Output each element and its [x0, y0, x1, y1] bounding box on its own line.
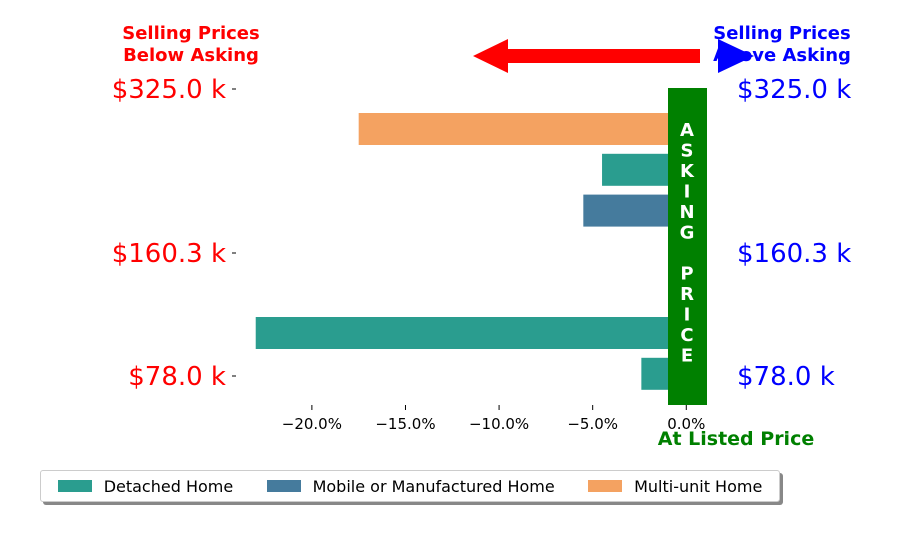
legend-label: Mobile or Manufactured Home	[312, 476, 555, 496]
asking-letter: R	[680, 284, 694, 305]
tier-label-left: $160.3 k	[112, 239, 226, 269]
below-asking-title-line2: Below Asking	[123, 45, 259, 66]
tier-label-left: $78.0 k	[128, 362, 226, 392]
asking-letter: E	[681, 346, 693, 367]
at-listed-price-label: At Listed Price	[658, 428, 814, 450]
legend-item: Mobile or Manufactured Home	[266, 476, 555, 496]
above-asking-title-line1: Selling Prices	[713, 23, 850, 44]
bars-layer	[255, 113, 702, 390]
legend-label: Detached Home	[103, 476, 234, 496]
tier-label-right: $160.3 k	[737, 239, 851, 269]
tier-label-right: $78.0 k	[737, 362, 835, 392]
asking-price-band	[668, 88, 707, 405]
x-tick-label: −5.0%	[567, 415, 618, 433]
x-tick-label: −10.0%	[469, 415, 529, 433]
above-asking-title-line2: Above Asking	[713, 45, 851, 66]
x-tick-label: −20.0%	[282, 415, 342, 433]
asking-letter: N	[679, 202, 694, 223]
asking-letter: C	[680, 325, 693, 346]
asking-letter: K	[680, 161, 695, 182]
bar-0	[358, 113, 687, 145]
bar-5	[255, 317, 687, 349]
asking-letter: A	[680, 120, 694, 141]
legend-swatch	[57, 480, 92, 492]
legend-item: Detached Home	[57, 476, 234, 496]
x-tick-label: 0.0%	[667, 415, 705, 433]
legend-label: Multi-unit Home	[634, 476, 763, 496]
asking-letter: S	[681, 141, 694, 162]
legend-swatch	[266, 480, 301, 492]
x-axis: −20.0% −15.0% −10.0% −5.0% 0.0%	[282, 405, 705, 433]
red-arrow-left-icon	[473, 39, 700, 73]
price-tier-labels: $325.0 k $160.3 k $78.0 k $325.0 k $160.3 k $…	[112, 75, 852, 392]
asking-letter: P	[680, 264, 693, 285]
tier-label-left: $325.0 k	[112, 75, 226, 105]
below-asking-title-line1: Selling Prices	[122, 23, 259, 44]
legend: Detached Home Mobile or Manufactured Home…	[40, 470, 780, 502]
asking-letter: G	[680, 223, 695, 244]
x-tick-label: −15.0%	[375, 415, 435, 433]
legend-swatch	[588, 480, 623, 492]
asking-letter: I	[684, 305, 691, 326]
tier-label-right: $325.0 k	[737, 75, 851, 105]
blue-arrow-right-icon	[718, 39, 754, 73]
asking-letter: I	[684, 182, 691, 203]
legend-item: Multi-unit Home	[588, 477, 762, 496]
